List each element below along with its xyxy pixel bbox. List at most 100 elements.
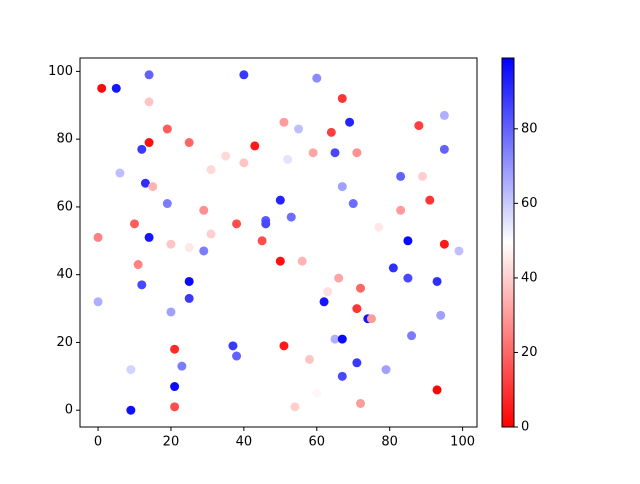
x-tick-label: 60	[309, 435, 326, 450]
point	[356, 283, 366, 293]
point	[286, 212, 296, 222]
point	[334, 273, 344, 283]
y-tick-label: 100	[48, 64, 73, 79]
point	[206, 165, 216, 175]
point	[439, 144, 449, 154]
y-tick-label: 80	[56, 132, 73, 147]
point	[417, 171, 427, 181]
point	[257, 236, 267, 246]
point	[330, 148, 340, 158]
point	[319, 297, 329, 307]
point	[232, 351, 242, 361]
y-tick-label: 0	[65, 403, 73, 418]
point	[454, 246, 464, 256]
point	[275, 195, 285, 205]
point	[337, 93, 347, 103]
point	[166, 239, 176, 249]
colorbar-tick-label: 60	[521, 196, 538, 211]
point	[184, 293, 194, 303]
point	[374, 222, 384, 232]
point	[352, 148, 362, 158]
point	[239, 158, 249, 168]
point	[356, 398, 366, 408]
point	[111, 83, 121, 93]
point	[93, 297, 103, 307]
x-tick-label: 0	[94, 435, 102, 450]
point	[283, 154, 293, 164]
point	[388, 263, 398, 273]
point	[436, 310, 446, 320]
point	[228, 341, 238, 351]
point	[294, 124, 304, 134]
point	[352, 304, 362, 314]
point	[439, 110, 449, 120]
point	[381, 365, 391, 375]
colorbar-tick-label: 40	[521, 270, 538, 285]
point	[126, 405, 136, 415]
point	[279, 341, 289, 351]
y-tick-label: 20	[56, 335, 73, 350]
point	[250, 141, 260, 151]
point	[396, 205, 406, 215]
point	[221, 151, 231, 161]
point	[414, 121, 424, 131]
point	[403, 236, 413, 246]
point	[312, 388, 322, 398]
point	[144, 97, 154, 107]
point	[330, 334, 340, 344]
point	[199, 205, 209, 215]
point	[425, 195, 435, 205]
point	[352, 358, 362, 368]
point	[232, 219, 242, 229]
colorbar-tick-label: 80	[521, 121, 538, 136]
point	[432, 276, 442, 286]
point	[432, 385, 442, 395]
colorbar-frame	[501, 57, 515, 428]
point	[166, 307, 176, 317]
point	[130, 219, 140, 229]
point	[407, 331, 417, 341]
point	[304, 354, 314, 364]
y-tick-label: 40	[56, 267, 73, 282]
point	[170, 402, 180, 412]
point	[366, 314, 376, 324]
point	[279, 117, 289, 127]
point	[144, 138, 154, 148]
point	[137, 280, 147, 290]
point	[144, 232, 154, 242]
point	[326, 127, 336, 137]
x-tick-label: 40	[236, 435, 253, 450]
point	[126, 365, 136, 375]
x-tick-label: 80	[381, 435, 398, 450]
point	[239, 70, 249, 80]
point	[297, 256, 307, 266]
point	[275, 256, 285, 266]
point	[184, 138, 194, 148]
colorbar	[502, 58, 514, 427]
point	[184, 276, 194, 286]
point	[261, 219, 271, 229]
point	[115, 168, 125, 178]
point	[348, 199, 358, 209]
point	[337, 334, 347, 344]
y-tick-label: 60	[56, 199, 73, 214]
point	[290, 402, 300, 412]
colorbar-tick-label: 0	[521, 420, 529, 435]
point	[206, 229, 216, 239]
point	[337, 182, 347, 192]
colorbar-tick-label: 20	[521, 345, 538, 360]
point	[308, 148, 318, 158]
point	[177, 361, 187, 371]
point	[170, 344, 180, 354]
point	[97, 83, 107, 93]
point	[337, 371, 347, 381]
point	[439, 239, 449, 249]
point	[170, 382, 180, 392]
x-tick-label: 20	[163, 435, 180, 450]
point	[403, 273, 413, 283]
point	[144, 70, 154, 80]
point	[396, 171, 406, 181]
point	[148, 182, 158, 192]
point	[323, 287, 333, 297]
